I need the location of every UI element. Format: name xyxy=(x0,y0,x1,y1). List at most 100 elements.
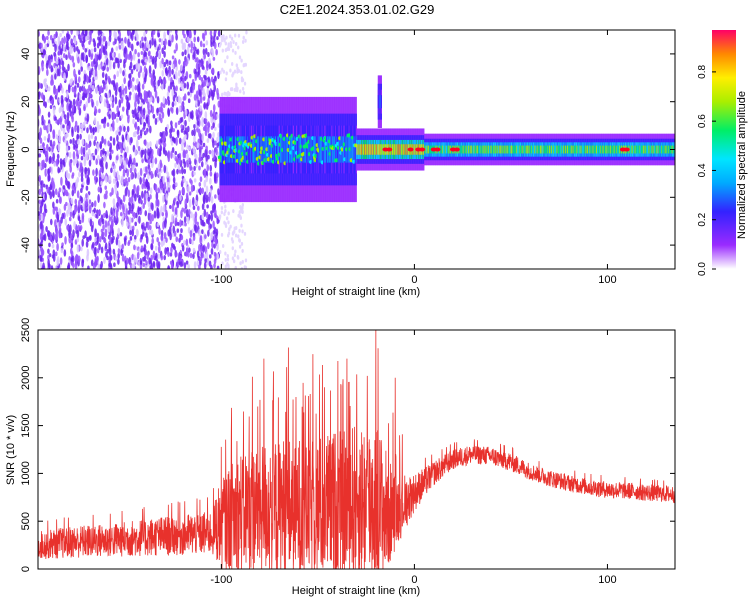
noise-cell xyxy=(81,139,85,146)
noise-cell xyxy=(201,117,205,123)
noise-cell xyxy=(49,95,53,100)
noise-cell xyxy=(176,168,179,175)
noise-cell xyxy=(38,248,41,256)
noise-cell xyxy=(199,256,203,262)
noise-cell xyxy=(94,126,98,133)
noise-cell xyxy=(119,125,122,132)
noise-cell xyxy=(130,172,134,180)
noise-cell xyxy=(59,116,62,125)
noise-cell xyxy=(49,123,53,133)
noise-cell xyxy=(175,85,178,92)
noise-cell xyxy=(203,53,207,60)
noise-cell xyxy=(134,107,137,116)
noise-cell xyxy=(130,32,134,42)
noise-cell xyxy=(137,62,141,71)
noise-cell xyxy=(136,33,139,42)
noise-cell xyxy=(41,247,44,257)
noise-cell xyxy=(147,109,151,115)
noise-cell xyxy=(52,129,55,136)
noise-cell xyxy=(163,61,167,68)
noise-cell xyxy=(71,55,75,63)
noise-cell xyxy=(185,58,188,67)
noise-cell xyxy=(171,88,175,98)
noise-cell xyxy=(202,142,206,148)
noise-cell xyxy=(224,251,227,256)
noise-cell xyxy=(42,183,46,188)
noise-cell xyxy=(38,153,42,158)
noise-cell xyxy=(213,175,217,184)
noise-cell xyxy=(55,158,59,168)
noise-cell xyxy=(121,134,125,142)
noise-cell xyxy=(162,133,166,142)
noise-cell xyxy=(106,103,110,109)
noise-cell xyxy=(64,139,67,144)
noise-cell xyxy=(97,194,100,203)
noise-cell xyxy=(194,224,198,234)
noise-cell xyxy=(135,162,139,167)
noise-cell xyxy=(121,43,125,51)
noise-cell xyxy=(209,109,213,118)
noise-cell xyxy=(170,120,173,126)
noise-cell xyxy=(114,31,118,40)
noise-cell xyxy=(204,69,208,75)
noise-cell xyxy=(98,243,101,251)
noise-cell xyxy=(165,209,168,218)
noise-cell xyxy=(58,135,61,143)
noise-cell xyxy=(199,94,203,104)
noise-cell xyxy=(184,49,187,56)
noise-cell xyxy=(86,127,89,134)
noise-cell xyxy=(77,216,81,221)
noise-cell xyxy=(106,249,110,254)
noise-cell xyxy=(54,73,57,80)
noise-cell xyxy=(63,249,67,257)
noise-cell xyxy=(143,31,146,38)
noise-cell xyxy=(138,106,141,111)
noise-cell xyxy=(148,50,151,56)
noise-cell xyxy=(81,52,85,61)
noise-cell xyxy=(198,89,202,98)
noise-cell xyxy=(224,257,227,262)
noise-cell xyxy=(147,173,150,180)
noise-cell xyxy=(137,145,141,152)
noise-cell xyxy=(94,258,97,268)
noise-cell xyxy=(166,247,170,252)
noise-cell xyxy=(158,38,162,43)
noise-cell xyxy=(171,63,175,69)
noise-cell xyxy=(175,236,179,243)
noise-cell xyxy=(40,213,44,221)
noise-cell xyxy=(102,46,106,56)
noise-cell xyxy=(174,207,178,215)
noise-cell xyxy=(144,75,147,83)
noise-cell xyxy=(236,255,240,260)
noise-cell xyxy=(88,159,92,167)
noise-cell xyxy=(177,77,181,85)
noise-cell xyxy=(212,104,216,112)
noise-cell xyxy=(112,137,116,146)
noise-cell xyxy=(104,43,108,50)
noise-cell xyxy=(194,211,198,219)
noise-cell xyxy=(134,193,137,202)
noise-cell xyxy=(198,228,201,237)
noise-cell xyxy=(62,127,66,135)
noise-cell xyxy=(148,167,151,172)
noise-cell xyxy=(154,157,158,165)
noise-cell xyxy=(135,95,138,102)
noise-cell xyxy=(96,125,100,133)
noise-cell xyxy=(84,48,88,53)
noise-cell xyxy=(40,92,44,100)
noise-cell xyxy=(224,224,228,229)
noise-cell xyxy=(200,84,203,92)
noise-cell xyxy=(179,261,183,268)
noise-cell xyxy=(58,65,62,70)
noise-cell xyxy=(156,222,160,228)
noise-cell xyxy=(171,203,175,213)
noise-cell xyxy=(97,186,101,193)
noise-cell xyxy=(184,127,188,135)
noise-cell xyxy=(117,227,121,235)
noise-cell xyxy=(149,55,153,60)
noise-cell xyxy=(76,237,80,243)
noise-cell xyxy=(172,176,176,184)
noise-cell xyxy=(137,71,141,79)
noise-cell xyxy=(134,221,137,227)
noise-cell xyxy=(73,36,77,45)
